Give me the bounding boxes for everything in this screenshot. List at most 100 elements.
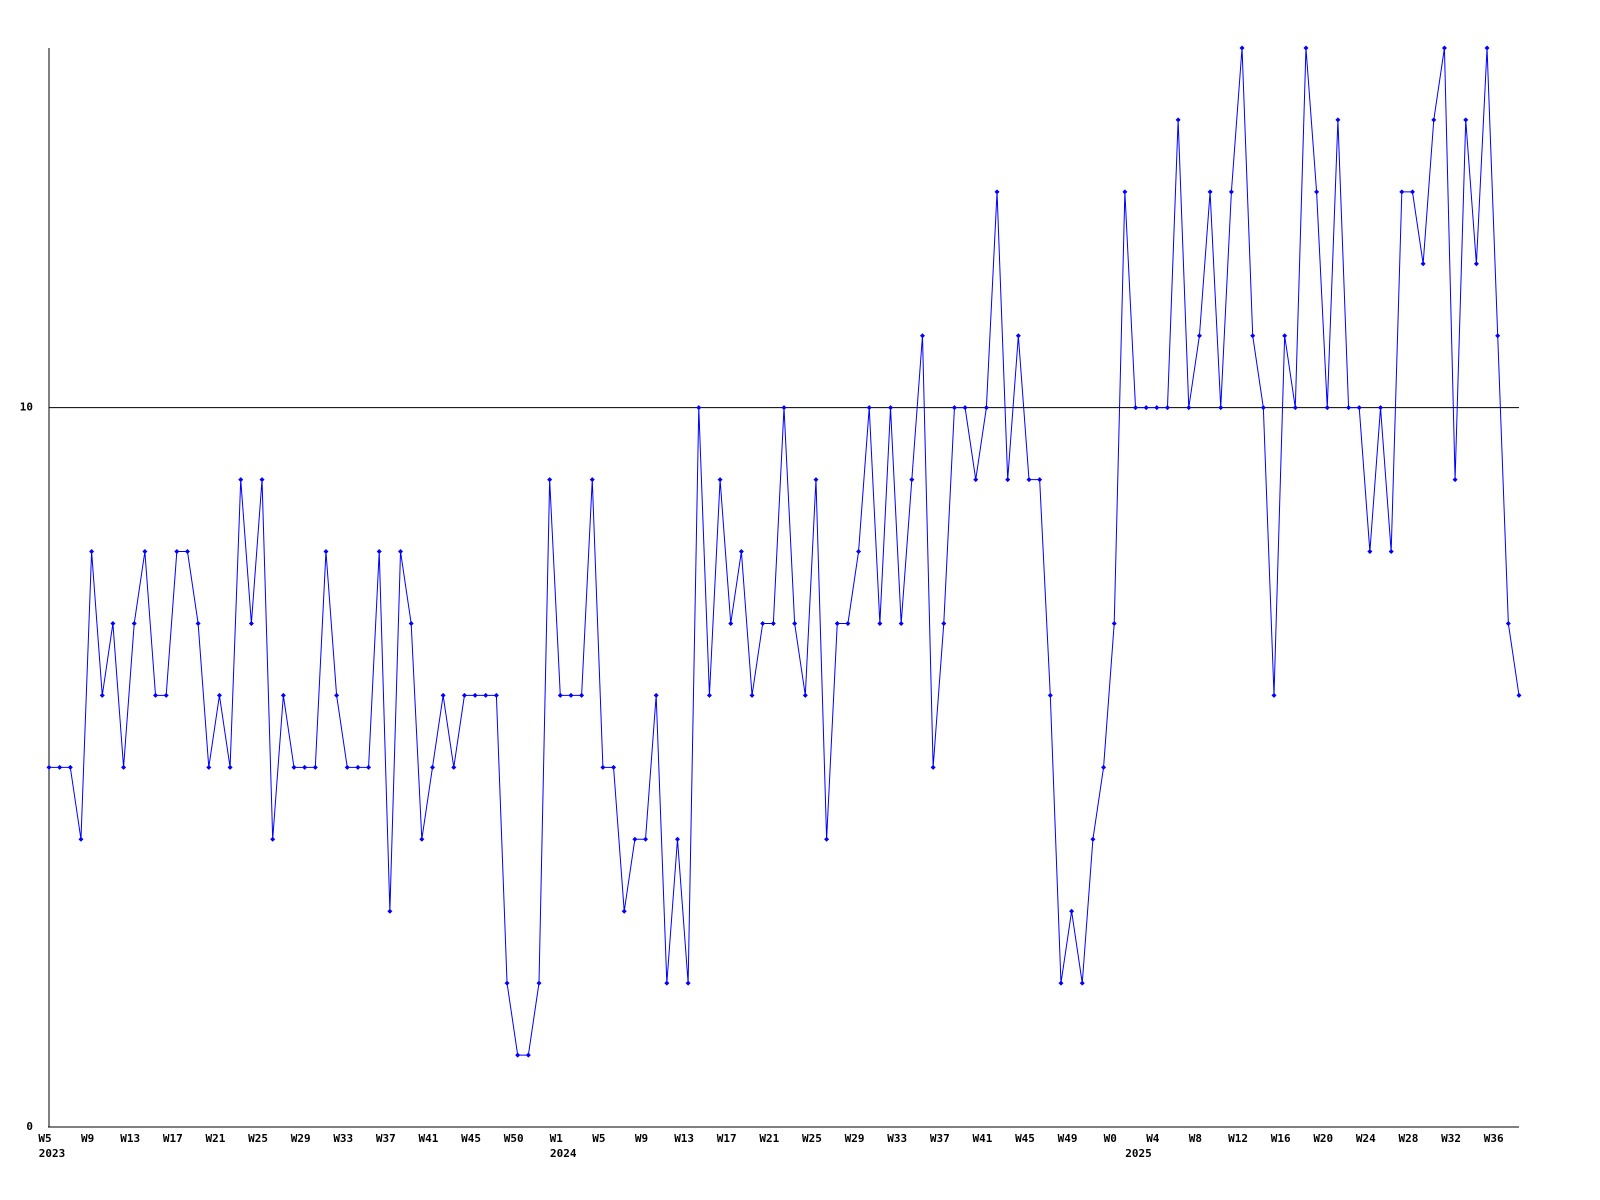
data-point bbox=[579, 692, 585, 698]
data-point bbox=[813, 477, 819, 483]
data-point bbox=[1271, 692, 1277, 698]
data-point bbox=[195, 620, 201, 626]
x-tick-label: W5 bbox=[38, 1132, 51, 1145]
data-point bbox=[1473, 261, 1479, 267]
data-line bbox=[49, 47, 1520, 1056]
data-point bbox=[1164, 405, 1170, 411]
x-tick-label: W16 bbox=[1271, 1132, 1291, 1145]
data-point bbox=[1260, 405, 1266, 411]
x-tick-label: W24 bbox=[1356, 1132, 1376, 1145]
x-tick-label: W9 bbox=[635, 1132, 648, 1145]
data-point bbox=[1015, 333, 1021, 339]
data-point bbox=[1218, 405, 1224, 411]
data-point bbox=[472, 692, 478, 698]
data-point bbox=[461, 692, 467, 698]
data-point bbox=[1367, 549, 1373, 555]
data-point bbox=[227, 764, 233, 770]
data-point bbox=[1026, 477, 1032, 483]
data-point bbox=[1186, 405, 1192, 411]
x-tick-label: W0 bbox=[1104, 1132, 1117, 1145]
data-point bbox=[653, 692, 659, 698]
data-point bbox=[163, 692, 169, 698]
data-point bbox=[1239, 45, 1245, 51]
x-tick-label: W1 bbox=[550, 1132, 564, 1145]
x-tick-label: W20 bbox=[1313, 1132, 1333, 1145]
data-point bbox=[866, 405, 872, 411]
data-point bbox=[89, 549, 95, 555]
x-tick-label: W9 bbox=[81, 1132, 94, 1145]
data-point bbox=[674, 836, 680, 842]
x-tick-label: W25 bbox=[248, 1132, 268, 1145]
data-point bbox=[1047, 692, 1053, 698]
data-point bbox=[408, 620, 414, 626]
data-point bbox=[238, 477, 244, 483]
data-point bbox=[696, 405, 702, 411]
data-point bbox=[1463, 117, 1469, 123]
data-point bbox=[259, 477, 265, 483]
data-point bbox=[568, 692, 574, 698]
data-point bbox=[376, 549, 382, 555]
data-point bbox=[429, 764, 435, 770]
data-point bbox=[611, 764, 617, 770]
data-point bbox=[1069, 908, 1075, 914]
data-point bbox=[1378, 405, 1384, 411]
data-point bbox=[387, 908, 393, 914]
data-point bbox=[962, 405, 968, 411]
data-point bbox=[1505, 620, 1511, 626]
data-point bbox=[142, 549, 148, 555]
data-point bbox=[57, 764, 63, 770]
x-tick-label: W33 bbox=[333, 1132, 353, 1145]
data-point bbox=[1133, 405, 1139, 411]
data-point bbox=[67, 764, 73, 770]
data-point bbox=[493, 692, 499, 698]
x-tick-label: W49 bbox=[1058, 1132, 1078, 1145]
data-point bbox=[451, 764, 457, 770]
x-tick-label: W37 bbox=[930, 1132, 950, 1145]
data-point bbox=[153, 692, 159, 698]
data-point bbox=[877, 620, 883, 626]
data-point bbox=[1335, 117, 1341, 123]
data-point bbox=[291, 764, 297, 770]
x-tick-label: W50 bbox=[504, 1132, 524, 1145]
data-point bbox=[973, 477, 979, 483]
data-point bbox=[856, 549, 862, 555]
data-point bbox=[1431, 117, 1437, 123]
data-point bbox=[1111, 620, 1117, 626]
x-tick-label: W32 bbox=[1441, 1132, 1461, 1145]
data-point bbox=[1058, 980, 1064, 986]
x-tick-label: W33 bbox=[887, 1132, 907, 1145]
data-point bbox=[930, 764, 936, 770]
data-point bbox=[1356, 405, 1362, 411]
data-point bbox=[749, 692, 755, 698]
data-point bbox=[1207, 189, 1213, 195]
data-point bbox=[738, 549, 744, 555]
x-tick-label: W29 bbox=[291, 1132, 311, 1145]
data-point bbox=[1303, 45, 1309, 51]
x-tick-label: W17 bbox=[717, 1132, 737, 1145]
data-point bbox=[919, 333, 925, 339]
x-tick-label: W45 bbox=[1015, 1132, 1035, 1145]
data-point bbox=[760, 620, 766, 626]
x-tick-label: W12 bbox=[1228, 1132, 1248, 1145]
data-point bbox=[664, 980, 670, 986]
data-point bbox=[206, 764, 212, 770]
data-point bbox=[1079, 980, 1085, 986]
data-point bbox=[888, 405, 894, 411]
x-tick-label: W8 bbox=[1189, 1132, 1202, 1145]
data-point bbox=[1228, 189, 1234, 195]
data-point bbox=[983, 405, 989, 411]
year-label: 2023 bbox=[39, 1147, 66, 1160]
data-point bbox=[216, 692, 222, 698]
data-point bbox=[1143, 405, 1149, 411]
year-label: 2025 bbox=[1125, 1147, 1152, 1160]
y-tick-label: 10 bbox=[20, 401, 33, 414]
data-point bbox=[1399, 189, 1405, 195]
data-point bbox=[1101, 764, 1107, 770]
data-point bbox=[78, 836, 84, 842]
data-point bbox=[1516, 692, 1522, 698]
data-point bbox=[440, 692, 446, 698]
data-point bbox=[312, 764, 318, 770]
data-point bbox=[344, 764, 350, 770]
x-tick-label: W4 bbox=[1146, 1132, 1160, 1145]
